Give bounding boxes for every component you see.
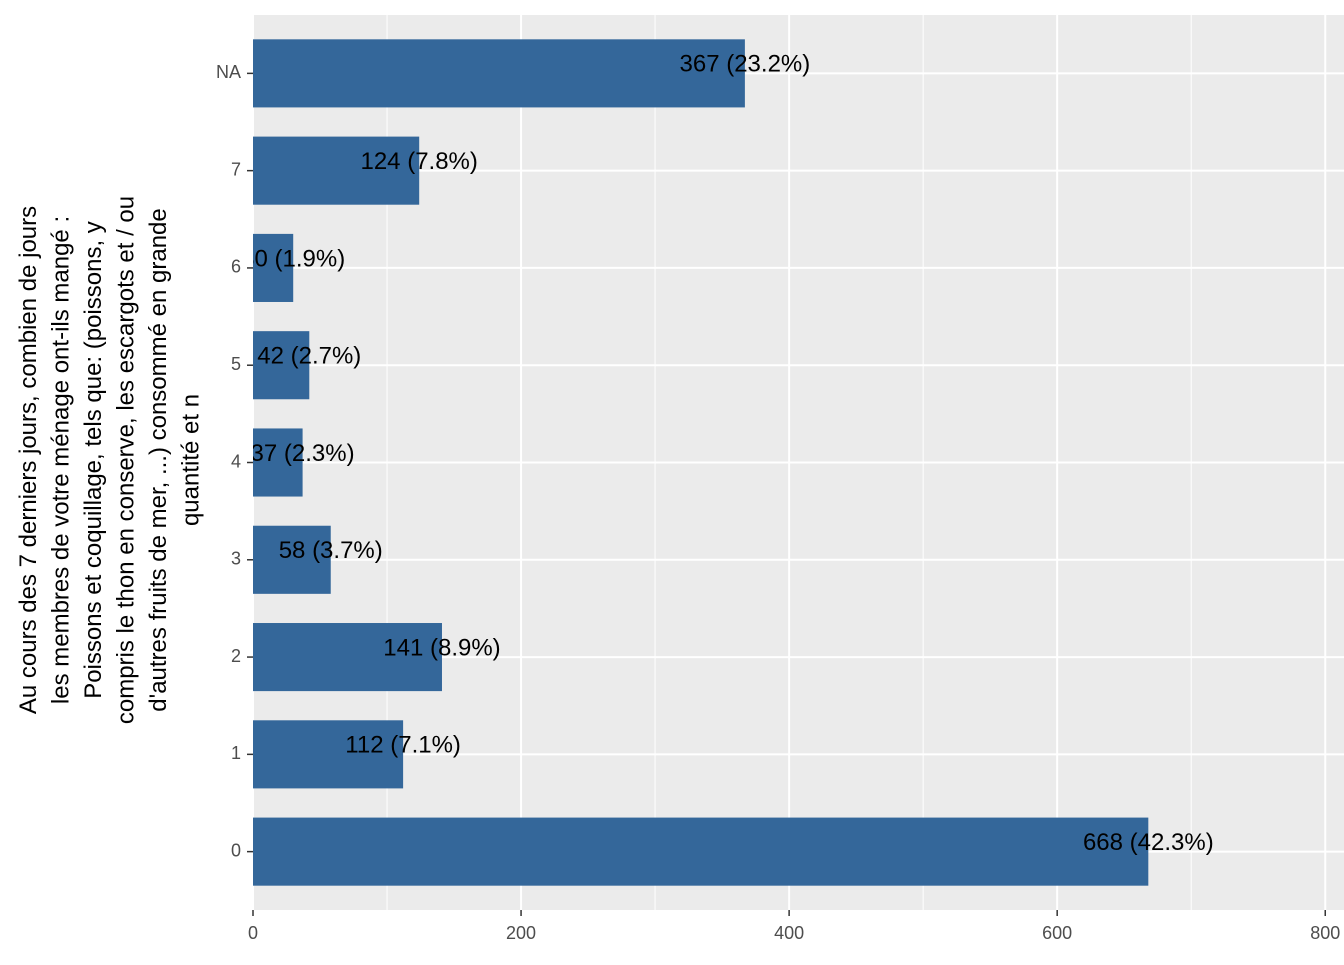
y-tick-label: 0 xyxy=(231,840,241,860)
y-tick-label: 4 xyxy=(231,451,241,471)
y-tick-label: 7 xyxy=(231,159,241,179)
y-tick-label: NA xyxy=(216,62,241,82)
bar xyxy=(253,525,331,594)
y-tick-label: 2 xyxy=(231,646,241,666)
bar xyxy=(253,233,294,302)
y-axis-title-line: quantité et n xyxy=(178,394,205,526)
y-axis-title-line: Au cours des 7 derniers jours, combien d… xyxy=(15,206,42,714)
value-label: 58 (3.7%) xyxy=(279,537,383,564)
value-label: 124 (7.8%) xyxy=(360,148,477,175)
value-labels: 668 (42.3%) 112 (7.1%) 141 (8.9%) 58 (3.7%)… xyxy=(241,51,1214,856)
y-axis-title-line: compris le thon en conserve, les escargo… xyxy=(113,196,140,724)
value-label: 668 (42.3%) xyxy=(1083,829,1214,856)
value-label: 141 (8.9%) xyxy=(383,634,500,661)
bar xyxy=(253,136,420,205)
y-tick-label: 1 xyxy=(231,743,241,763)
bar xyxy=(253,428,303,497)
x-tick-label: 200 xyxy=(506,923,536,943)
y-tick-label: 5 xyxy=(231,354,241,374)
y-axis-title-line: Poissons et coquillage, tels que: (poiss… xyxy=(80,221,107,699)
value-label: 367 (23.2%) xyxy=(680,51,811,78)
value-label: 42 (2.7%) xyxy=(257,343,361,370)
bar xyxy=(253,331,310,400)
x-tick-label: 800 xyxy=(1310,923,1340,943)
y-axis-title-line: d'autres fruits de mer, ...) consommé en… xyxy=(145,208,172,711)
bar xyxy=(253,39,745,108)
y-tick-label: 3 xyxy=(231,549,241,569)
x-tick-label: 600 xyxy=(1042,923,1072,943)
bar xyxy=(253,817,1149,886)
x-tick-label: 0 xyxy=(248,923,258,943)
y-tick-label: 6 xyxy=(231,257,241,277)
bar xyxy=(253,623,442,692)
value-label: 30 (1.9%) xyxy=(241,245,345,272)
x-tick-label: 400 xyxy=(774,923,804,943)
bar xyxy=(253,720,404,789)
y-axis-title-line: les membres de votre ménage ont-ils mang… xyxy=(48,216,75,704)
value-label: 37 (2.3%) xyxy=(251,440,355,467)
axes: 0 200 400 600 800 0 1 2 3 4 5 6 7 NA xyxy=(216,62,1340,943)
bars xyxy=(253,39,1149,886)
y-axis-title: Au cours des 7 derniers jours, combien d… xyxy=(15,196,205,724)
value-label: 112 (7.1%) xyxy=(345,732,461,759)
